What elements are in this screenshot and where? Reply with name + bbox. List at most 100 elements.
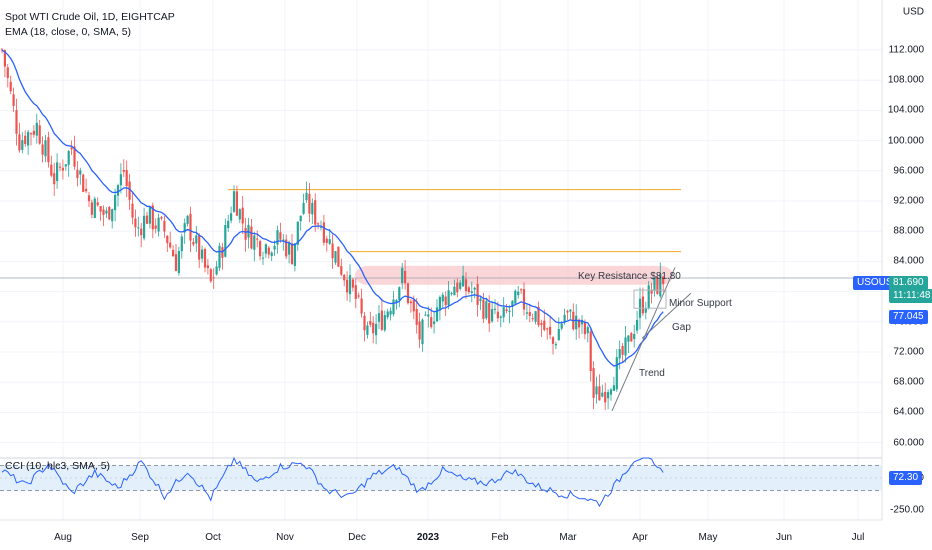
time-tick-label: Jul [851,532,865,543]
candle-body [47,137,50,163]
cci-value-tag: 72.30 [889,471,923,485]
candle-body [76,169,79,178]
candle-body [554,344,557,346]
candle-body [3,50,6,67]
candle-body [511,300,514,307]
candle-body [354,285,357,300]
candle-body [612,385,615,391]
candle-body [488,303,491,324]
candle-body [15,110,18,134]
candle-body [528,311,531,316]
candle-body [177,251,180,273]
candle-body [514,290,517,304]
candle-body [441,294,444,302]
candle-body [589,331,592,371]
candle-body [375,323,378,336]
candle-body [369,320,372,325]
candle-body [636,319,639,331]
candle-body [517,291,520,296]
time-tick-label: Dec [348,532,366,543]
candle-body [351,279,354,288]
candle-body [111,209,114,222]
candle-body [140,228,143,236]
resistance-band [355,265,673,285]
candle-body [430,317,433,328]
candle-body [195,235,198,244]
candle-body [551,337,555,344]
candle-body [485,301,488,319]
candle-body [409,301,412,304]
candle-body [415,309,418,325]
candle-body [499,316,502,318]
candle-body [151,205,154,230]
candle-body [253,235,256,250]
ema-value-tag: 77.045 [889,310,928,324]
candle-body [343,274,346,281]
candle-body [24,135,27,145]
resistance-annotation[interactable]: Key Resistance $81.80 [578,271,681,282]
candle-body [166,235,169,244]
candle-body [238,209,241,220]
indicator-title[interactable]: EMA (18, close, 0, SMA, 5) [5,26,132,38]
candle-body [145,215,149,224]
candle-body [85,188,88,192]
candle-body [496,311,499,319]
price-tick-label: 108.000 [887,74,924,86]
candle-body [360,298,363,314]
candle-body [244,227,247,240]
candle-body [534,311,537,322]
candle-body [543,320,546,330]
candle-body [163,220,166,232]
candle-body [366,325,369,335]
candle-body [450,293,453,295]
time-tick-label: Aug [54,532,72,543]
candle-body [604,391,607,403]
candle-body [21,140,24,150]
candle-body [398,287,401,301]
candle-body [560,323,563,329]
candle-body [212,277,215,279]
price-tick-label: 112.000 [888,44,924,56]
candle-body [102,209,105,215]
trend-annotation[interactable]: Trend [639,368,665,379]
candle-body [322,222,325,243]
candle-body [73,146,76,167]
candle-body [125,170,128,186]
candle-body [116,185,120,196]
candle-body [296,221,299,245]
cci-pane [0,456,882,508]
candle-body [99,206,102,212]
candle-body [421,319,424,345]
candle-body [90,202,93,215]
candle-body [459,282,462,289]
candle-body [586,327,589,334]
price-tick-label: 60.000 [893,437,924,449]
candle-body [157,217,160,232]
candle-body [502,307,505,318]
candle-body [607,392,610,399]
candle-body [618,349,621,359]
candle-body [160,217,163,219]
price-tick-label: 84.000 [893,255,924,267]
candle-body [531,318,534,320]
candle-body [464,279,468,292]
gap-annotation[interactable]: Gap [672,322,691,333]
candle-body [372,322,375,334]
candle-body [87,195,91,202]
candle-body [308,193,311,214]
candle-body [250,226,253,249]
candle-body [82,174,85,192]
cci-title[interactable]: CCI (10, hlc3, SMA, 5) [5,460,111,472]
candle-body [311,202,314,215]
symbol-title[interactable]: Spot WTI Crude Oil, 1D, EIGHTCAP [5,11,175,23]
minor-support-annotation[interactable]: Minor Support [669,298,732,309]
candle-body [169,242,172,248]
candle-body [546,328,549,330]
price-tick-label: 68.000 [893,376,924,388]
candle-body [131,203,134,218]
candle-body [470,291,473,293]
price-tick-label: 92.000 [893,195,924,207]
candle-body [137,227,140,229]
candle-body [122,169,125,172]
